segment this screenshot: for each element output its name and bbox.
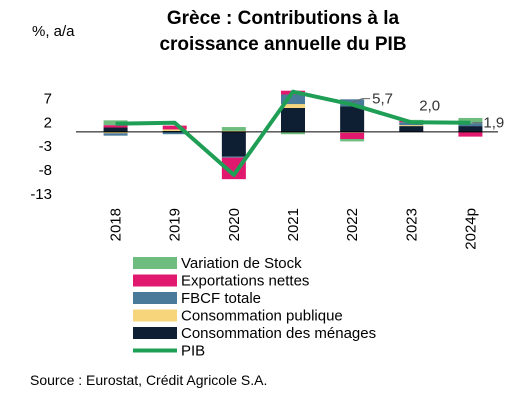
pib-data-label: 2,0 <box>419 97 440 114</box>
legend-label: Consommation des ménages <box>181 325 376 342</box>
bar-segment <box>458 126 483 132</box>
legend-swatch <box>133 327 177 339</box>
bar-segment <box>458 117 483 124</box>
legend-label: PIB <box>181 343 205 360</box>
y-tick-label: -13 <box>30 186 52 203</box>
x-axis: 2018 2019 2020 2021 2022 2023 2024p <box>108 208 480 250</box>
legend-label: Consommation publique <box>181 308 343 325</box>
bar-segment <box>103 133 128 136</box>
pib-line-group: 5,7 2,0 1,9 <box>115 89 504 177</box>
bar-segment <box>340 132 365 139</box>
data-label-leader <box>351 98 371 104</box>
legend-label: FBCF totale <box>181 290 261 307</box>
bar-segment <box>162 131 187 135</box>
bar-segment <box>458 123 483 127</box>
legend-swatch <box>133 292 177 304</box>
x-tick-label: 2024p <box>462 208 479 250</box>
pib-data-label: 5,7 <box>372 91 393 108</box>
bar-segment <box>281 104 305 108</box>
legend-swatch <box>133 257 177 269</box>
legend-swatch <box>133 309 177 322</box>
y-tick-label: 7 <box>44 90 52 107</box>
bar-segment <box>103 131 128 134</box>
bar-segment <box>340 106 365 132</box>
bar-segment <box>221 131 246 157</box>
bar-segment <box>281 94 305 105</box>
chart-title-line-1: Grèce : Contributions à la <box>167 8 400 29</box>
x-tick-label: 2021 <box>285 208 302 241</box>
bar-segment <box>399 125 424 127</box>
bar-segment <box>281 107 305 132</box>
x-tick-label: 2018 <box>108 208 125 241</box>
y-tick-label: 2 <box>44 114 52 131</box>
pib-line <box>115 89 471 177</box>
bar-segment <box>281 131 305 135</box>
y-axis: 7 2 -3 -8 -13 <box>30 90 52 203</box>
source-note: Source : Eurostat, Crédit Agricole S.A. <box>30 372 267 388</box>
bar-segment <box>221 127 246 131</box>
bar-segment <box>340 139 365 142</box>
x-tick-label: 2023 <box>403 208 420 241</box>
bar-segment <box>399 126 424 132</box>
legend-label: Exportations nettes <box>181 273 309 290</box>
bar-segment <box>221 156 246 158</box>
bar-segment <box>103 127 128 132</box>
legend-swatch <box>133 274 177 287</box>
y-tick-label: -3 <box>39 138 52 155</box>
bar-segment <box>162 125 187 130</box>
legend-label: Variation de Stock <box>181 255 302 272</box>
y-tick-label: -8 <box>39 162 52 179</box>
x-tick-label: 2019 <box>167 208 184 241</box>
chart-title-line-2: croissance annuelle du PIB <box>159 34 406 55</box>
bar-segment <box>103 125 128 128</box>
x-tick-label: 2020 <box>226 208 243 241</box>
unit-label: %, a/a <box>32 23 75 40</box>
bar-segment <box>162 129 187 131</box>
pib-data-label: 1,9 <box>483 115 504 132</box>
bar-segment <box>458 131 483 137</box>
x-tick-label: 2022 <box>344 208 361 241</box>
